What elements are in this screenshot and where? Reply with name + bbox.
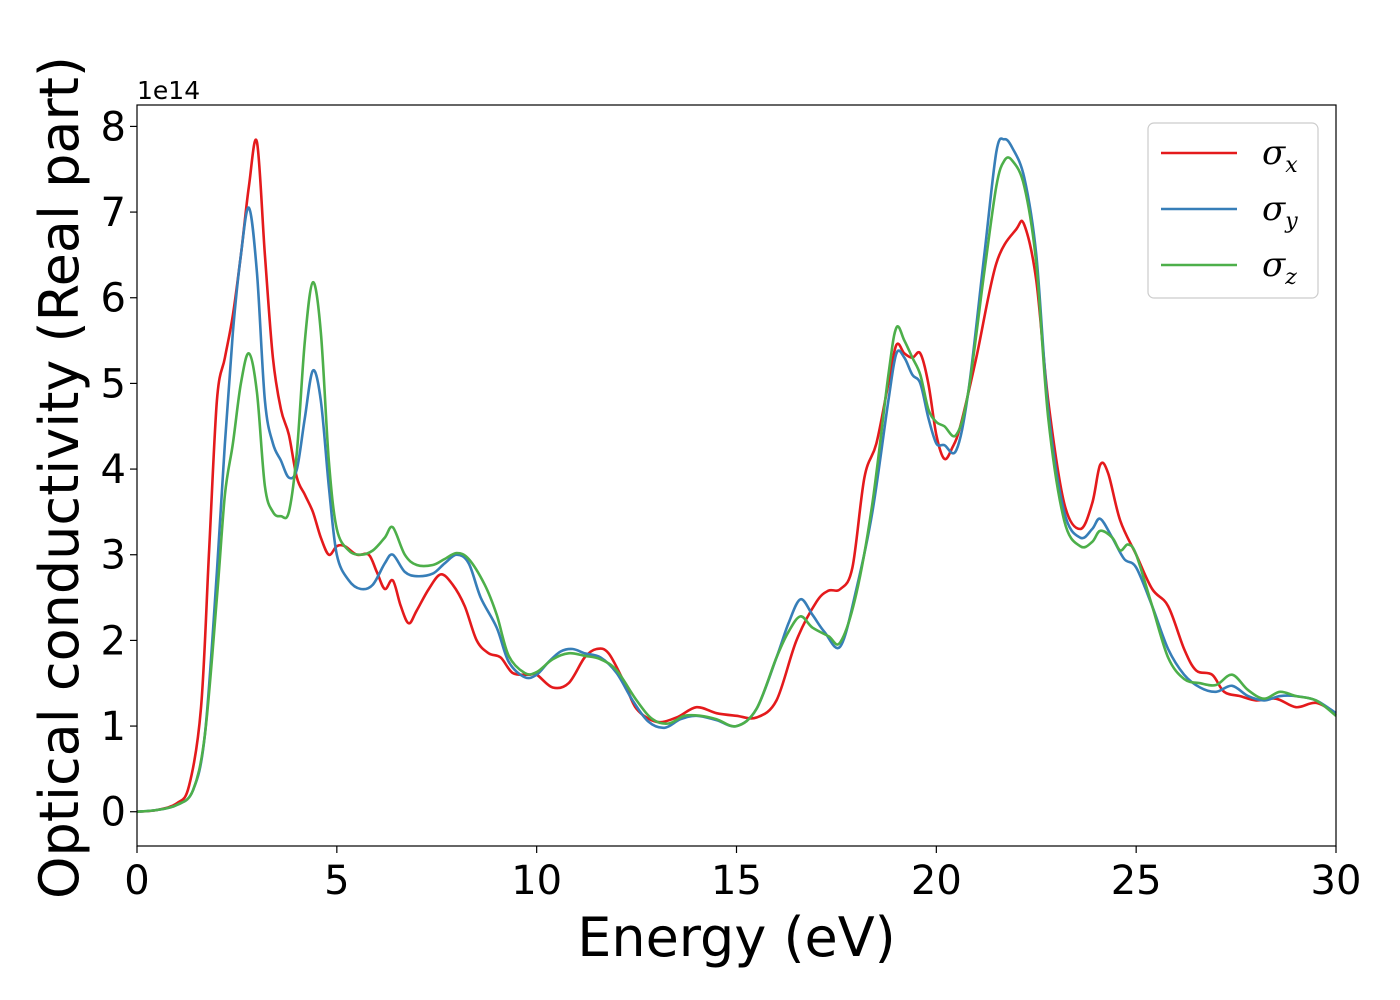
- x-tick-label: 0: [124, 858, 149, 904]
- x-tick-label: 25: [1111, 858, 1162, 904]
- y-tick-label: 0: [101, 790, 126, 836]
- legend: σx σy σz: [1147, 122, 1319, 299]
- y-tick-label: 5: [101, 361, 126, 407]
- legend-box: [1147, 122, 1319, 299]
- x-tick-label: 10: [511, 858, 562, 904]
- y-axis-ticks: 0 1 2 3 4 5 6 7 8: [101, 104, 137, 836]
- x-axis-ticks: 0 5 10 15 20 25 30: [124, 846, 1361, 904]
- series-line-z: [136, 156, 1337, 813]
- y-axis-label: Optical conductivity (Real part): [28, 56, 91, 899]
- y-axis-offset-label: 1e14: [137, 76, 200, 105]
- y-tick-label: 8: [101, 104, 126, 150]
- y-tick-label: 2: [101, 618, 126, 664]
- legend-label: σx: [1262, 133, 1298, 178]
- x-axis-label: Energy (eV): [577, 906, 896, 969]
- y-tick-label: 4: [101, 447, 126, 493]
- legend-label: σy: [1262, 189, 1298, 234]
- series-layer: [136, 137, 1337, 813]
- y-tick-label: 7: [101, 190, 126, 236]
- x-tick-label: 20: [911, 858, 962, 904]
- x-tick-label: 5: [324, 858, 349, 904]
- legend-label: σz: [1262, 245, 1297, 290]
- y-tick-label: 1: [101, 704, 126, 750]
- y-tick-label: 6: [101, 276, 126, 322]
- y-tick-label: 3: [101, 533, 126, 579]
- series-line-x: [136, 138, 1337, 813]
- x-tick-label: 15: [711, 858, 762, 904]
- x-tick-label: 30: [1311, 858, 1362, 904]
